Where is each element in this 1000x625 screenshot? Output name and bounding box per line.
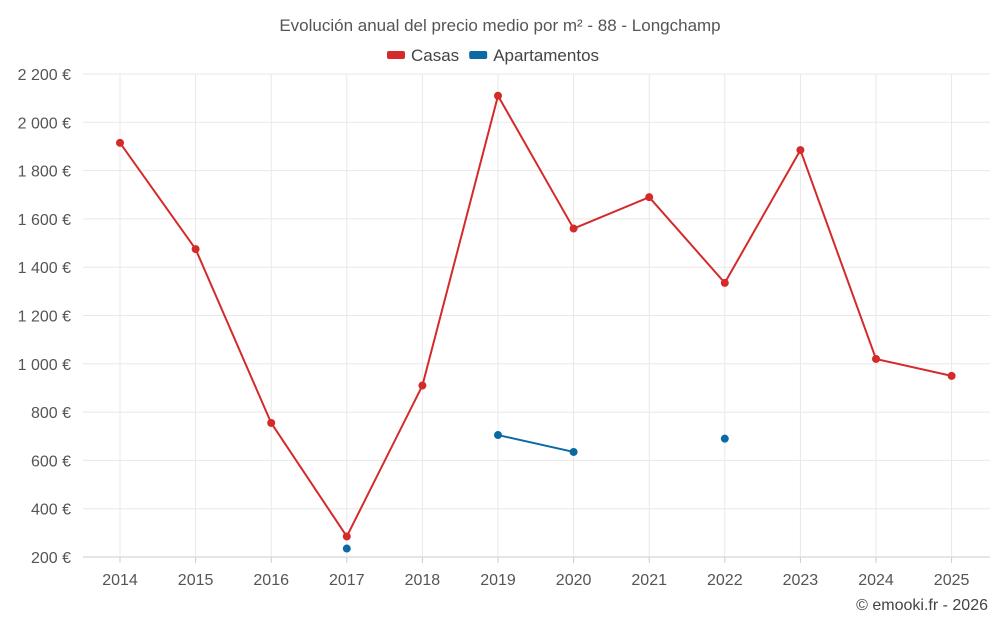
x-tick-label: 2023 — [783, 572, 819, 589]
data-point-casas[interactable] — [494, 91, 502, 100]
legend-label-apartamentos[interactable]: Apartamentos — [493, 46, 599, 65]
x-tick-label: 2019 — [480, 572, 516, 589]
x-tick-label: 2018 — [405, 572, 441, 589]
data-point-casas[interactable] — [947, 371, 956, 380]
legend-swatch-casas — [387, 51, 405, 59]
x-tick-label: 2015 — [178, 572, 214, 589]
y-tick-label: 600 € — [31, 453, 71, 470]
x-tick-label: 2022 — [707, 572, 743, 589]
x-axis: 2014 2015 2016 2017 2018 2019 2020 2021 2022 2023… — [102, 557, 969, 589]
x-tick-label: 2021 — [631, 572, 667, 589]
x-tick-label: 2017 — [329, 572, 365, 589]
data-point-casas[interactable] — [645, 193, 654, 202]
data-point-casas[interactable] — [569, 224, 578, 233]
y-tick-label: 1 400 € — [18, 260, 71, 277]
legend-label-casas[interactable]: Casas — [411, 46, 459, 65]
y-tick-label: 2 200 € — [18, 67, 71, 84]
grid — [83, 73, 990, 558]
legend-swatch-apartamentos — [469, 51, 488, 59]
data-point-casas[interactable] — [720, 278, 729, 287]
y-tick-label: 1 000 € — [18, 357, 71, 374]
data-point-casas[interactable] — [116, 138, 124, 147]
data-point-apartamentos[interactable] — [494, 431, 502, 440]
y-tick-label: 2 000 € — [18, 115, 71, 132]
y-tick-label: 1 800 € — [18, 164, 71, 181]
y-tick-label: 400 € — [31, 502, 71, 519]
data-point-casas[interactable] — [796, 146, 805, 155]
data-point-casas[interactable] — [191, 245, 200, 254]
series-casas — [116, 91, 956, 541]
series-apartamentos — [342, 431, 729, 553]
x-tick-label: 2020 — [556, 572, 592, 589]
series-layer — [116, 91, 956, 553]
x-tick-label: 2025 — [934, 572, 970, 589]
data-point-casas[interactable] — [418, 381, 427, 390]
data-point-apartamentos[interactable] — [720, 434, 729, 443]
series-line-casas — [119, 94, 952, 538]
y-axis: 200 € 400 € 600 € 800 € 1 000 € 1 200 € 1 400 … — [18, 67, 71, 567]
data-point-casas[interactable] — [872, 354, 880, 363]
data-point-casas[interactable] — [267, 418, 276, 427]
x-tick-label: 2014 — [102, 572, 138, 589]
data-point-apartamentos[interactable] — [569, 447, 578, 456]
y-tick-label: 1 600 € — [18, 212, 71, 229]
legend: Casas Apartamentos — [387, 46, 599, 65]
x-tick-label: 2024 — [858, 572, 894, 589]
y-tick-label: 800 € — [31, 405, 71, 422]
data-point-casas[interactable] — [342, 532, 351, 541]
credit-text: © emooki.fr - 2026 — [856, 597, 988, 614]
data-point-apartamentos[interactable] — [342, 544, 351, 553]
chart-title: Evolución anual del precio medio por m² … — [279, 16, 720, 35]
x-tick-label: 2016 — [253, 572, 289, 589]
y-tick-label: 200 € — [31, 550, 71, 567]
series-line-apartamentos — [497, 434, 574, 453]
y-tick-label: 1 200 € — [18, 309, 71, 326]
